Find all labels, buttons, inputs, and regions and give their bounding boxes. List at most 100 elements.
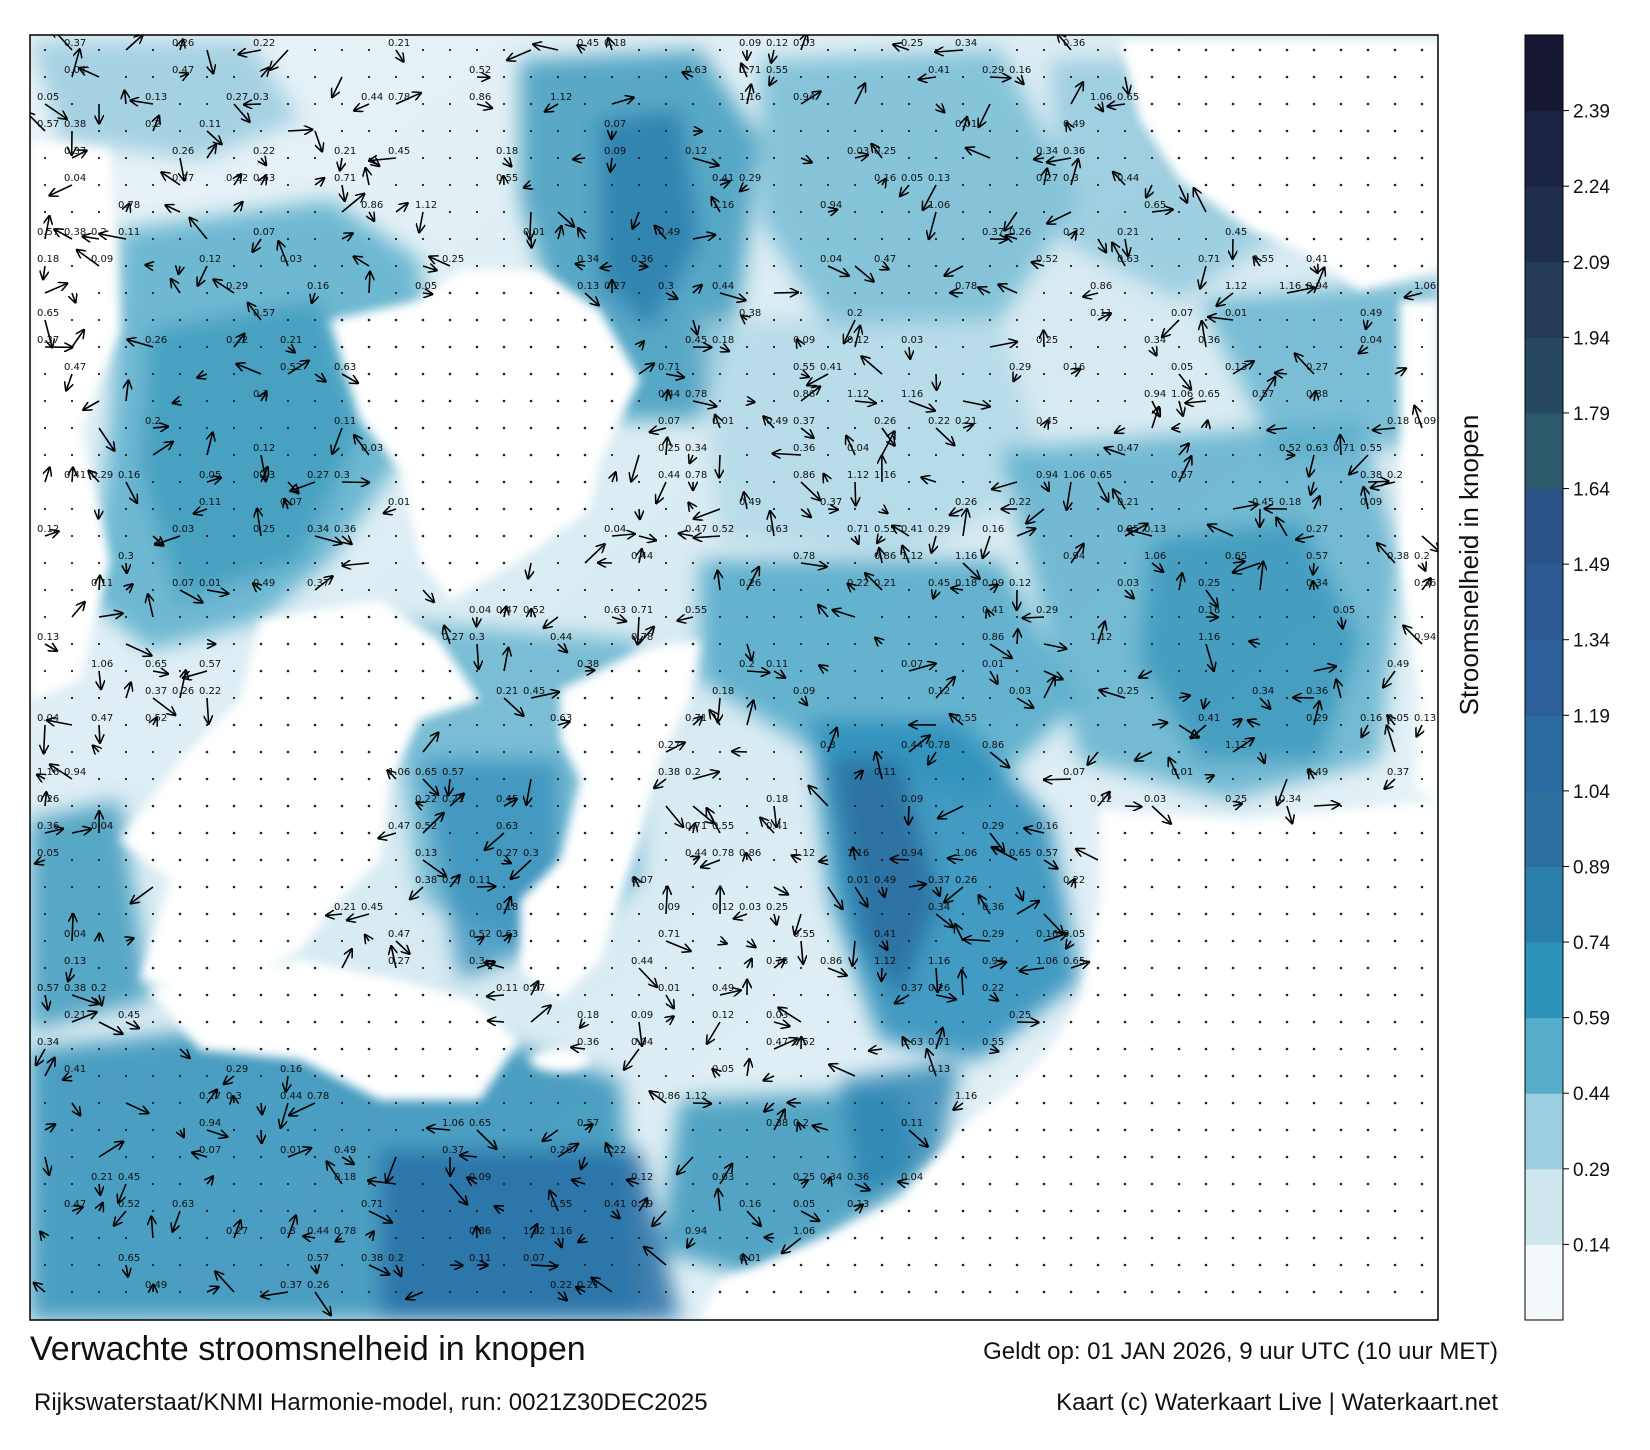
value-label: 1.16	[955, 551, 977, 562]
grid-dot	[1231, 1209, 1235, 1213]
grid-dot	[691, 750, 695, 754]
value-label: 0.11	[199, 497, 221, 508]
current-arrow	[798, 1123, 801, 1130]
grid-dot	[1231, 1290, 1235, 1294]
grid-dot	[1366, 1047, 1370, 1051]
value-label: 0.37	[442, 1145, 464, 1156]
current-arrow	[288, 347, 294, 352]
current-arrow	[678, 1156, 694, 1174]
current-arrow	[207, 697, 209, 723]
grid-dot	[1015, 615, 1019, 619]
current-arrow	[934, 590, 937, 598]
grid-dots	[43, 48, 1424, 1294]
grid-dot	[907, 966, 911, 970]
grid-dot	[1150, 75, 1154, 79]
current-arrow	[327, 914, 343, 915]
current-arrow	[746, 568, 759, 591]
grid-dot	[1177, 1290, 1181, 1294]
grid-dot	[367, 831, 371, 835]
value-label: 0.45	[1225, 227, 1247, 238]
grid-dot	[475, 372, 479, 376]
current-arrow	[126, 204, 129, 212]
current-arrow	[650, 1092, 667, 1104]
grid-dot	[1420, 399, 1424, 403]
grid-dot	[799, 723, 803, 727]
grid-dot	[799, 1074, 803, 1078]
grid-dot	[151, 507, 155, 511]
grid-dot	[583, 102, 587, 106]
value-label: 0.29	[226, 281, 248, 292]
grid-dot	[1204, 1101, 1208, 1105]
value-label: 0.38	[1360, 470, 1382, 481]
grid-dot	[637, 237, 641, 241]
current-arrow	[773, 292, 797, 293]
value-label: 0.13	[253, 470, 275, 481]
grid-dot	[1096, 669, 1100, 673]
grid-dot	[1285, 885, 1289, 889]
grid-dot	[178, 750, 182, 754]
grid-dot	[475, 399, 479, 403]
current-arrow	[558, 227, 561, 240]
grid-dot	[1231, 75, 1235, 79]
colorbar-band	[1525, 110, 1563, 187]
grid-dot	[313, 318, 317, 322]
grid-dot	[907, 507, 911, 511]
value-label: 0.13	[928, 173, 950, 184]
current-arrow	[126, 939, 133, 942]
grid-dot	[259, 1236, 263, 1240]
value-label: 0.18	[712, 335, 734, 346]
value-label: 0.71	[847, 524, 869, 535]
current-arrow	[1314, 497, 1319, 510]
current-arrow	[773, 1039, 797, 1050]
grid-dot	[1204, 1155, 1208, 1159]
grid-dot	[286, 291, 290, 295]
current-arrow	[428, 1128, 451, 1130]
grid-dot	[421, 1020, 425, 1024]
current-arrow	[476, 104, 491, 108]
grid-dot	[259, 642, 263, 646]
grid-dot	[907, 453, 911, 457]
current-arrow	[550, 1192, 559, 1212]
grid-dot	[232, 399, 236, 403]
current-arrow	[1313, 582, 1314, 590]
current-arrow	[718, 1190, 720, 1212]
grid-dot	[880, 1074, 884, 1078]
value-label: 0.3	[469, 956, 485, 967]
grid-dot	[1042, 129, 1046, 133]
current-arrow	[98, 613, 122, 617]
current-arrow	[343, 563, 370, 566]
grid-dot	[97, 1263, 101, 1267]
grid-dot	[1204, 1128, 1208, 1132]
value-label: 0.71	[928, 1037, 950, 1048]
current-arrow	[557, 211, 573, 226]
value-label: 0.71	[658, 929, 680, 940]
value-label: 0.13	[847, 1199, 869, 1210]
current-arrow	[1044, 331, 1045, 348]
current-arrow	[690, 455, 693, 462]
grid-dot	[556, 1263, 560, 1267]
grid-dot	[1285, 1074, 1289, 1078]
value-label: 0.09	[793, 335, 815, 346]
current-arrow	[773, 1022, 789, 1026]
grid-dot	[988, 1236, 992, 1240]
current-arrow	[903, 547, 909, 564]
value-label: 0.11	[1090, 308, 1112, 319]
current-arrow	[1250, 641, 1261, 644]
grid-dot	[43, 372, 47, 376]
grid-dot	[340, 399, 344, 403]
grid-dot	[610, 750, 614, 754]
current-arrow	[379, 833, 397, 838]
grid-dot	[1042, 588, 1046, 592]
value-label: 0.21	[577, 1280, 599, 1291]
grid-dot	[286, 642, 290, 646]
grid-dot	[826, 1290, 830, 1294]
grid-dot	[1231, 453, 1235, 457]
grid-dot	[502, 534, 506, 538]
colorbar-tick-label: 1.49	[1573, 555, 1610, 576]
value-label: 0.12	[199, 254, 221, 265]
grid-dot	[124, 1074, 128, 1078]
value-label: 0.38	[1306, 389, 1328, 400]
grid-dot	[1123, 1263, 1127, 1267]
value-label: 0.16	[1063, 362, 1085, 373]
current-arrow	[1006, 236, 1018, 239]
